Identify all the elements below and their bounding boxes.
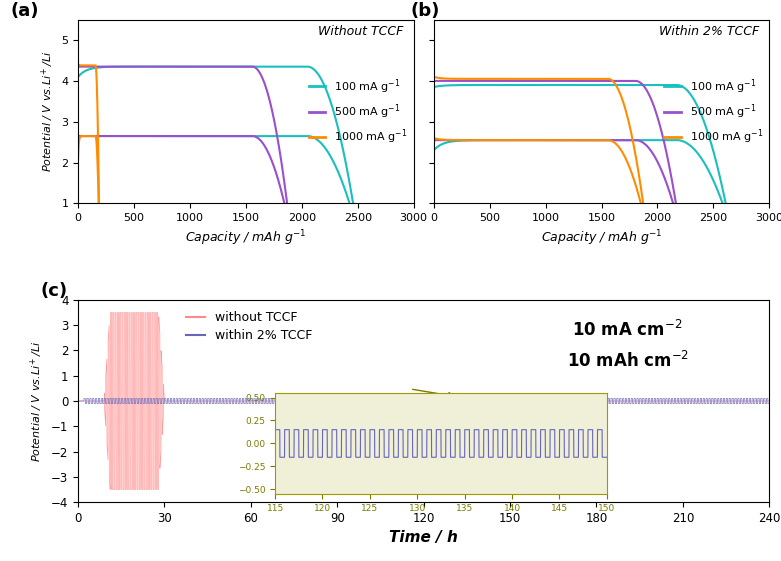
Legend: 100 mA g$^{-1}$, 500 mA g$^{-1}$, 1000 mA g$^{-1}$: 100 mA g$^{-1}$, 500 mA g$^{-1}$, 1000 m…	[308, 77, 408, 146]
Text: 10 mA cm$^{-2}$: 10 mA cm$^{-2}$	[572, 320, 683, 341]
Text: 10 mAh cm$^{-2}$: 10 mAh cm$^{-2}$	[566, 351, 689, 371]
Text: (c): (c)	[40, 282, 67, 300]
Text: (b): (b)	[410, 2, 440, 20]
Legend: without TCCF, within 2% TCCF: without TCCF, within 2% TCCF	[181, 306, 317, 347]
Legend: 100 mA g$^{-1}$, 500 mA g$^{-1}$, 1000 mA g$^{-1}$: 100 mA g$^{-1}$, 500 mA g$^{-1}$, 1000 m…	[665, 77, 764, 146]
Text: Within 2% TCCF: Within 2% TCCF	[659, 25, 759, 38]
Y-axis label: Potential / V vs.Li$^+$/Li: Potential / V vs.Li$^+$/Li	[39, 51, 55, 172]
Text: (a): (a)	[11, 2, 40, 20]
X-axis label: Capacity / mAh g$^{-1}$: Capacity / mAh g$^{-1}$	[185, 229, 307, 249]
Y-axis label: Potential / V vs.Li$^+$/Li: Potential / V vs.Li$^+$/Li	[29, 341, 45, 462]
Text: Without TCCF: Without TCCF	[318, 25, 404, 38]
X-axis label: Time / h: Time / h	[389, 530, 458, 545]
X-axis label: Capacity / mAh g$^{-1}$: Capacity / mAh g$^{-1}$	[540, 229, 662, 249]
